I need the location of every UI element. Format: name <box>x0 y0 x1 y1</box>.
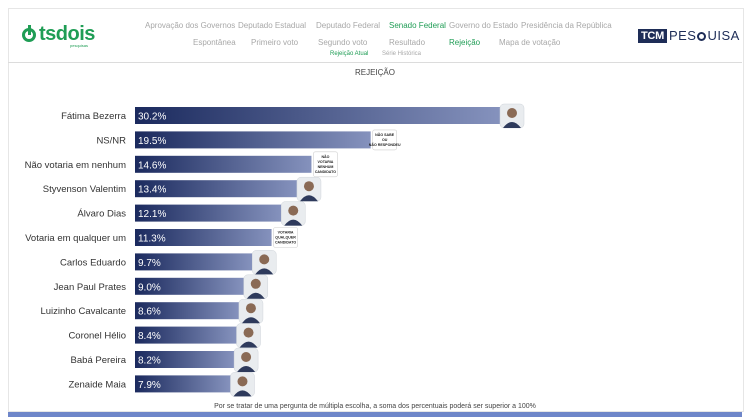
header-divider <box>8 62 742 63</box>
bar <box>135 229 272 246</box>
tcm-pesquisa-logo: TCM PES UISA <box>638 29 740 43</box>
nav-item-rejeicao-atual[interactable]: Rejeição Atual <box>330 51 369 57</box>
bar <box>135 155 312 173</box>
category-label: Coronel Hélio <box>68 331 126 342</box>
value-label: 8.6% <box>138 307 161 318</box>
category-label: NS/NR <box>96 135 126 146</box>
value-label: 13.4% <box>138 185 166 196</box>
category-label: Álvaro Dias <box>77 209 126 220</box>
value-label: 7.9% <box>138 380 161 391</box>
candidate-head-icon <box>259 254 270 265</box>
bar <box>135 351 235 368</box>
candidate-head-icon <box>243 327 254 338</box>
value-label: 9.0% <box>138 282 161 293</box>
bar <box>135 302 239 320</box>
answer-card-text: NENHUM <box>318 165 334 169</box>
value-label: 14.6% <box>138 160 166 171</box>
bar <box>135 277 244 295</box>
bar <box>135 107 500 124</box>
category-label: Zenaide Maia <box>68 379 126 390</box>
candidate-head-icon <box>288 205 299 216</box>
bar <box>135 375 231 393</box>
category-label: Fátima Bezerra <box>61 111 127 122</box>
brand-text-a: PES <box>668 28 697 43</box>
nav-item-governo-do-estado[interactable]: Governo do Estado <box>449 21 518 30</box>
magnifier-icon <box>697 32 707 41</box>
category-label: Jean Paul Prates <box>54 282 127 293</box>
answer-card-text: CANDIDATO <box>315 170 336 174</box>
nav-item-presidencia-da-republica[interactable]: Presidência da República <box>521 21 612 30</box>
value-label: 8.2% <box>138 356 161 367</box>
chart-footnote: Por se tratar de uma pergunta de múltipl… <box>214 403 536 410</box>
answer-card-text: OU <box>382 138 388 142</box>
rejection-bar-chart: Fátima Bezerra 30.2%NS/NR 19.5%NÃO SABEOUN… <box>25 103 525 397</box>
value-label: 19.5% <box>138 136 166 147</box>
logo-text: tsdois <box>39 23 95 45</box>
answer-card-text: VOTARIA <box>278 231 294 235</box>
nav-item-primeiro-voto[interactable]: Primeiro voto <box>251 38 299 47</box>
bar <box>135 180 297 198</box>
bottom-bar <box>8 412 742 417</box>
nav-item-deputado-estadual[interactable]: Deputado Estadual <box>238 21 307 30</box>
category-label: Styvenson Valentim <box>43 184 126 195</box>
nav-item-espontanea[interactable]: Espontânea <box>193 38 236 47</box>
answer-card-text: NÃO <box>321 154 329 159</box>
bar <box>135 326 237 344</box>
candidate-body-icon <box>503 122 521 128</box>
candidate-head-icon <box>245 303 256 314</box>
category-label: Babá Pereira <box>71 355 127 366</box>
candidate-body-icon <box>246 292 265 299</box>
candidate-head-icon <box>237 376 248 387</box>
app-frame <box>8 8 744 412</box>
logo-pin-icon <box>22 25 36 42</box>
bar <box>135 253 253 271</box>
answer-card-text: QUALQUER <box>275 236 296 240</box>
nav-item-segundo-voto[interactable]: Segundo voto <box>318 38 368 47</box>
nav-item-mapa-de-votacao[interactable]: Mapa de votação <box>499 38 561 47</box>
logo-subtext: pesquisas <box>70 43 89 48</box>
brand-box: TCM <box>638 29 667 43</box>
candidate-body-icon <box>299 195 318 202</box>
category-label: Luizinho Cavalcante <box>40 306 126 317</box>
tsdois-logo[interactable]: tsdois pesquisas <box>22 23 95 48</box>
value-label: 8.4% <box>138 331 161 342</box>
candidate-head-icon <box>303 181 314 192</box>
candidate-body-icon <box>233 390 252 397</box>
candidate-body-icon <box>237 366 256 372</box>
value-label: 12.1% <box>138 209 166 220</box>
candidate-head-icon <box>241 352 252 362</box>
nav-item-rejeicao[interactable]: Rejeição <box>449 38 481 47</box>
value-label: 30.2% <box>138 112 166 123</box>
brand-text-b: UISA <box>707 28 740 43</box>
value-label: 11.3% <box>138 234 166 245</box>
chart-title: REJEIÇÃO <box>354 68 395 77</box>
answer-card-text: NÃO SABE <box>375 132 395 137</box>
nav-item-aprovacao-dos-governos[interactable]: Aprovação dos Governos <box>145 21 236 30</box>
candidate-body-icon <box>284 219 303 226</box>
answer-card-text: VOTARIA <box>318 160 334 164</box>
candidate-body-icon <box>241 317 260 324</box>
bar <box>135 204 282 222</box>
category-label: Não votaria em nenhum <box>25 160 126 171</box>
answer-card <box>372 129 397 151</box>
bar <box>135 131 371 149</box>
answer-card-text: CANDIDATO <box>275 241 296 245</box>
answer-card-text: NÃO RESPONDEU <box>369 142 401 147</box>
nav-item-serie-historica[interactable]: Série Histórica <box>382 51 422 57</box>
brand-text: PES UISA <box>668 28 740 43</box>
nav-item-resultado[interactable]: Resultado <box>389 38 426 47</box>
answer-card <box>273 227 298 248</box>
nav-item-deputado-federal[interactable]: Deputado Federal <box>316 21 381 30</box>
candidate-body-icon <box>239 341 258 348</box>
answer-card <box>313 151 338 178</box>
candidate-body-icon <box>255 268 274 275</box>
category-label: Carlos Eduardo <box>60 257 126 268</box>
nav-item-senado-federal[interactable]: Senado Federal <box>389 21 446 30</box>
category-label: Votaria em qualquer um <box>25 233 126 244</box>
candidate-head-icon <box>507 108 517 118</box>
value-label: 9.7% <box>138 258 161 269</box>
candidate-head-icon <box>250 278 261 289</box>
